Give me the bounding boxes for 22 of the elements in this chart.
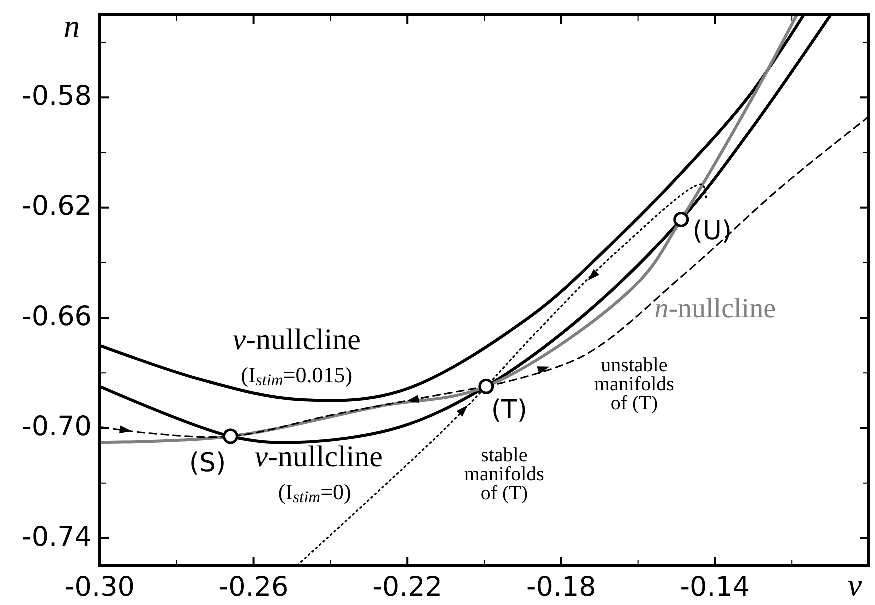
annotation: stable manifolds of (T) <box>464 444 545 504</box>
x-tick-label: -0.30 <box>65 572 135 603</box>
x-tick-label: -0.18 <box>526 572 596 603</box>
y-axis-title: n <box>64 8 80 44</box>
annotation: (S) <box>189 448 226 479</box>
series-label: n-nullcline <box>654 294 776 325</box>
y-tick-label: -0.74 <box>22 522 92 553</box>
series-label: v-nullcline <box>254 440 384 474</box>
x-tick-label: -0.22 <box>372 572 443 603</box>
x-tick-label: -0.14 <box>680 572 750 603</box>
y-tick-label: -0.66 <box>22 301 92 332</box>
annotation: (I$_{stim}$=0) <box>278 480 352 507</box>
x-tick-label: -0.26 <box>218 572 289 603</box>
y-tick-label: -0.62 <box>22 191 92 222</box>
y-tick-label: -0.58 <box>22 81 92 112</box>
x-axis-title: v <box>848 567 863 603</box>
annotation: (I$_{stim}$=0.015) <box>241 362 353 390</box>
annotation: (U) <box>692 216 732 247</box>
series-label: v-nullcline <box>232 324 362 357</box>
annotation: unstable manifolds of (T) <box>594 354 675 414</box>
y-tick-label: -0.70 <box>22 412 92 443</box>
annotation: (T) <box>491 396 528 426</box>
